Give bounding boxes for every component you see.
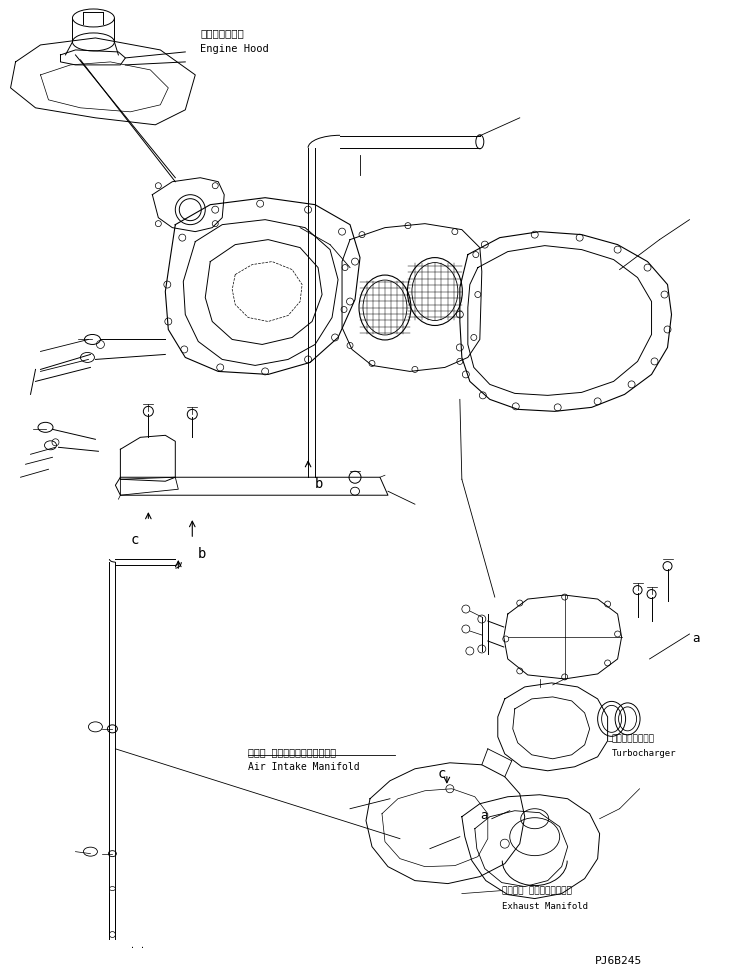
Text: Engine Hood: Engine Hood [200, 44, 269, 54]
Text: b: b [198, 547, 206, 561]
Text: . .: . . [130, 941, 145, 950]
Text: Air Intake Manifold: Air Intake Manifold [248, 762, 360, 771]
Text: a: a [693, 632, 700, 645]
Text: c: c [130, 533, 139, 547]
Text: PJ6B245: PJ6B245 [595, 956, 642, 966]
Text: エキゾー ストマニホールド: エキゾー ストマニホールド [502, 887, 572, 895]
Text: c: c [438, 766, 446, 781]
Text: ターボチャージャ: ターボチャージャ [612, 734, 655, 743]
Text: エアー インテークマニホールド: エアー インテークマニホールド [248, 747, 336, 757]
Text: a: a [480, 809, 487, 822]
Text: Exhaust Manifold: Exhaust Manifold [502, 901, 588, 911]
Text: b: b [315, 478, 324, 491]
Text: Turbocharger: Turbocharger [612, 749, 676, 758]
Text: エンジンフード: エンジンフード [200, 28, 244, 38]
